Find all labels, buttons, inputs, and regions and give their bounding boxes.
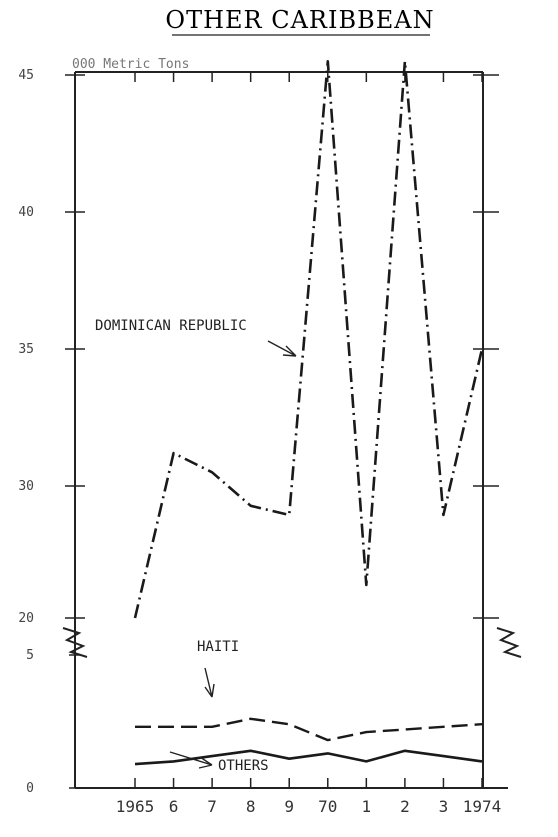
y-tick-label: 20 xyxy=(18,611,34,626)
y-tick-label: 0 xyxy=(26,781,34,796)
chart-title: OTHER CARIBBEAN xyxy=(165,6,434,34)
y-tick-label: 30 xyxy=(18,479,34,494)
arrow-icon xyxy=(204,667,215,698)
x-tick-label: 9 xyxy=(284,797,294,816)
arrow-icon xyxy=(267,340,297,357)
series-lines xyxy=(133,60,484,766)
series-label: DOMINICAN REPUBLIC xyxy=(95,318,247,334)
series-label: HAITI xyxy=(197,639,239,655)
arrow-icon xyxy=(169,751,213,769)
series-line xyxy=(135,717,483,742)
y-tick-label: 40 xyxy=(18,205,34,220)
units-label: 000 Metric Tons xyxy=(72,57,189,72)
y-ticks: 20 30 35 40 45 0 5 xyxy=(18,68,499,796)
x-tick-label: 8 xyxy=(246,797,256,816)
x-tick-label: 3 xyxy=(439,797,449,816)
series-label: OTHERS xyxy=(218,758,269,774)
axis-break-left xyxy=(62,627,88,658)
x-ticks: 1965 6 7 8 9 70 1 2 3 1974 xyxy=(116,72,502,816)
x-tick-label: 2 xyxy=(400,797,410,816)
x-tick-label: 6 xyxy=(169,797,179,816)
series-labels: DOMINICAN REPUBLIC HAITI OTHERS xyxy=(95,318,297,774)
y-tick-label: 45 xyxy=(18,68,34,83)
series-line xyxy=(133,60,484,619)
y-tick-label: 35 xyxy=(18,342,34,357)
plot-frame xyxy=(62,71,522,789)
x-tick-label: 7 xyxy=(207,797,217,816)
x-tick-label: 1965 xyxy=(116,797,155,816)
x-tick-label: 70 xyxy=(318,797,337,816)
x-tick-label: 1974 xyxy=(463,797,502,816)
y-tick-label: 5 xyxy=(26,648,34,663)
x-tick-label: 1 xyxy=(362,797,372,816)
axis-break-right xyxy=(496,627,522,658)
